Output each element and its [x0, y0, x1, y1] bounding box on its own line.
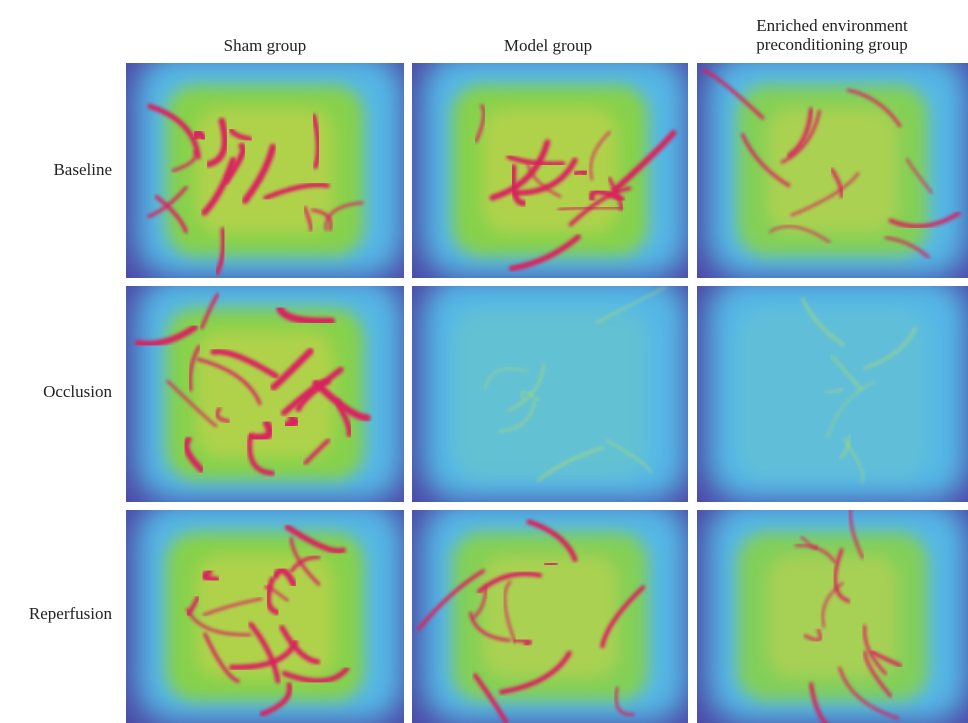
vessel [545, 563, 556, 564]
perfusion-image [412, 276, 688, 502]
image-grid [0, 0, 968, 723]
perfusion-image [126, 500, 404, 723]
vessel [575, 171, 585, 174]
figure: Sham group Model group Enriched environm… [0, 0, 968, 723]
vessel [195, 132, 203, 139]
perfusion-image [126, 53, 404, 278]
core [482, 108, 618, 233]
perfusion-image [697, 500, 968, 723]
perfusion-image [412, 500, 688, 723]
perfusion-image [412, 53, 688, 278]
core [767, 555, 898, 678]
cortex [737, 308, 928, 480]
perfusion-image [126, 276, 404, 502]
cortex [452, 308, 648, 480]
core [482, 555, 618, 678]
perfusion-image [697, 53, 968, 278]
perfusion-image [697, 276, 968, 502]
